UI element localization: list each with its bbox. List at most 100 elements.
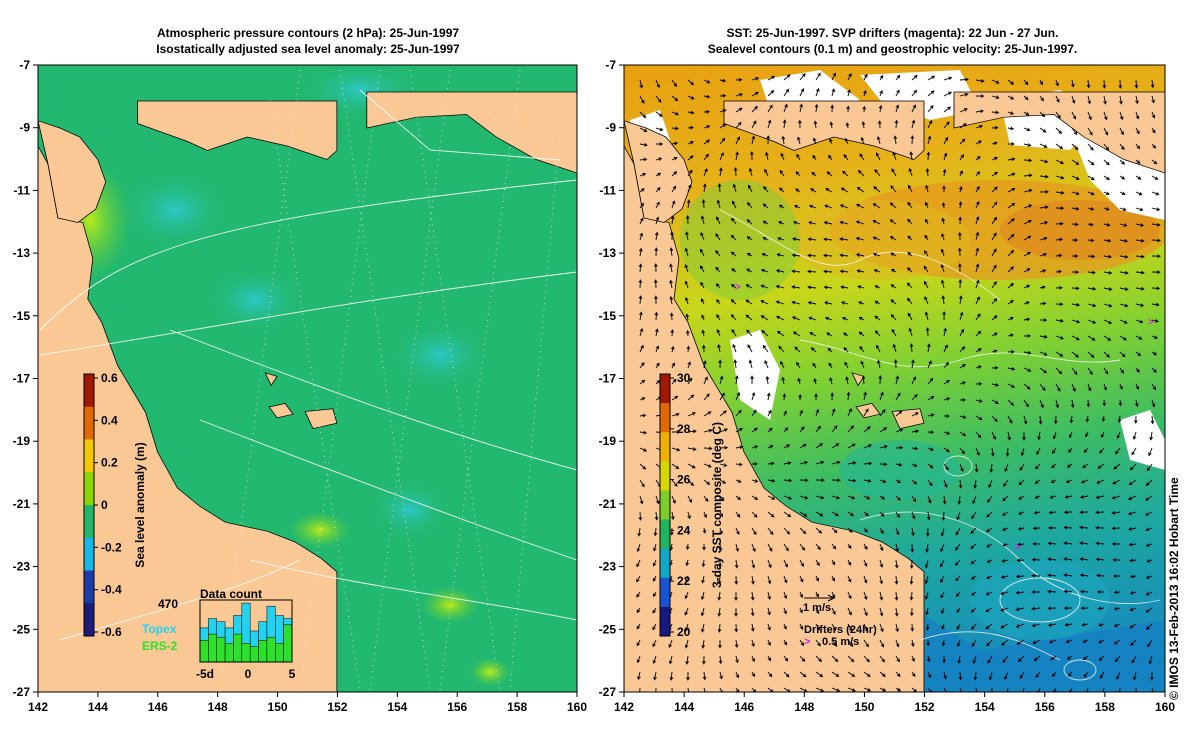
data-count-bar: [275, 643, 284, 663]
right-lat-tick: -7: [605, 58, 616, 72]
left-lon-tick: 156: [447, 700, 467, 714]
right-map: > > >: [624, 65, 1165, 692]
data-count-bar: [233, 633, 243, 663]
data-count-bar: [208, 633, 217, 663]
left-lat-tick: -23: [13, 560, 31, 574]
legend-topex: Topex: [142, 622, 177, 636]
right-title-line2: Sealevel contours (0.1 m) and geostrophi…: [707, 42, 1078, 56]
right-lon-tick: 148: [794, 700, 814, 714]
drifter-marker: >: [1015, 542, 1021, 553]
data-count-bar: [241, 643, 251, 663]
right-lon-tick: 144: [674, 700, 694, 714]
left-lon-tick: 154: [387, 700, 407, 714]
right-lon-tick: 156: [1035, 700, 1055, 714]
left-lat-tick: -15: [13, 309, 31, 323]
data-count-xtick: 0: [245, 667, 252, 681]
right-lon-tick: 154: [975, 700, 995, 714]
right-lat-tick: -23: [599, 560, 617, 574]
left-lon-tick: 142: [28, 700, 48, 714]
left-colorbar-swatch: [84, 570, 94, 604]
right-colorbar-swatch: [660, 432, 670, 462]
data-count-title: Data count: [200, 587, 262, 601]
data-count-bar: [224, 643, 234, 663]
left-lat-tick: -27: [13, 685, 31, 699]
left-lat-tick: -7: [19, 58, 30, 72]
left-colorbar-tick: 0.2: [101, 456, 118, 470]
left-colorbar-swatch: [84, 439, 94, 473]
drifter-legend-symbol: >: [804, 636, 810, 648]
left-lon-tick: 146: [148, 700, 168, 714]
right-lon-tick: 152: [915, 700, 935, 714]
data-count-max: 470: [158, 597, 178, 611]
left-colorbar-tick: 0.4: [101, 413, 118, 427]
right-colorbar-swatch: [660, 374, 670, 404]
right-colorbar-swatch: [660, 577, 670, 608]
left-lon-tick: 150: [268, 700, 288, 714]
left-colorbar-tick: -0.6: [101, 625, 122, 639]
right-lat-tick: -19: [599, 434, 617, 448]
velocity-legend: 1 m/s Drifters (24hr) > 0.5 m/s: [803, 594, 877, 648]
right-lat-tick: -17: [599, 372, 617, 386]
left-lon-tick: 148: [208, 700, 228, 714]
right-lat-tick: -21: [599, 497, 617, 511]
right-title-line1: SST: 25-Jun-1997. SVP drifters (magenta)…: [726, 26, 1059, 40]
right-lon-tick: 160: [1155, 700, 1175, 714]
left-lon-tick: 144: [88, 700, 108, 714]
data-count-xtick: 5: [289, 667, 296, 681]
right-lon-tick: 142: [614, 700, 634, 714]
left-colorbar-swatch: [84, 472, 94, 506]
left-lon-tick: 152: [327, 700, 347, 714]
right-colorbar-swatch: [660, 403, 670, 433]
right-colorbar-swatch: [660, 606, 670, 637]
velocity-scale-label: 1 m/s: [803, 602, 831, 614]
data-count-bar: [249, 646, 259, 663]
data-count-bar: [266, 636, 276, 663]
right-colorbar-tick: 30: [677, 371, 691, 385]
left-lat-tick: -9: [19, 121, 30, 135]
left-colorbar-tick: -0.4: [101, 583, 122, 597]
data-count-bar: [258, 640, 268, 663]
left-title-line1: Atmospheric pressure contours (2 hPa): 2…: [156, 26, 460, 40]
left-lat-tick: -17: [13, 372, 31, 386]
right-colorbar-label: 3-day SST composite (deg C): [710, 422, 724, 588]
right-lat-tick: -27: [599, 685, 617, 699]
left-colorbar-tick: 0.6: [101, 371, 118, 385]
right-colorbar-swatch: [660, 461, 670, 491]
left-colorbar: 0.6 0.4 0.2 0 -0.2 -0.4 -0.6 Sea level anomaly…: [83, 371, 147, 639]
left-map: [38, 65, 577, 692]
right-colorbar-swatch: [660, 548, 670, 579]
left-lat-tick: -19: [13, 434, 31, 448]
right-colorbar-swatch: [660, 490, 670, 521]
left-lat-tick: -21: [13, 497, 31, 511]
right-colorbar-tick: 28: [677, 422, 691, 436]
left-lon-tick: 158: [507, 700, 527, 714]
right-lat-tick: -11: [599, 183, 616, 197]
left-title-line2: Isostatically adjusted sea level anomaly…: [156, 42, 460, 56]
right-colorbar-tick: 20: [677, 625, 691, 639]
right-colorbar-tick: 26: [677, 473, 691, 487]
left-lat-tick: -13: [13, 246, 31, 260]
right-lat-tick: -15: [599, 309, 617, 323]
data-count-bar: [199, 640, 209, 663]
right-lat-tick: -25: [599, 622, 617, 636]
drifters-label: Drifters (24hr): [804, 624, 877, 636]
right-lat-tick: -13: [599, 246, 617, 260]
data-count-chart: Data count 470 Topex ERS-2 -5d 0 5: [142, 587, 296, 681]
right-lat-tick: -9: [605, 121, 616, 135]
right-colorbar-tick: 22: [677, 574, 691, 588]
left-lat-tick: -11: [13, 183, 30, 197]
left-colorbar-label: Sea level anomaly (m): [133, 442, 147, 567]
left-colorbar-tick: -0.2: [101, 540, 122, 554]
right-colorbar-swatch: [660, 519, 670, 550]
right-colorbar-tick: 24: [677, 523, 691, 537]
legend-ers2: ERS-2: [142, 639, 178, 653]
left-colorbar-swatch: [84, 406, 94, 440]
right-colorbar: 30 28 26 24 22 20 3-day SST composite (deg C): [659, 371, 724, 639]
data-count-xtick: -5d: [196, 667, 214, 681]
left-colorbar-swatch: [84, 537, 94, 571]
drifter-marker: >: [1148, 317, 1154, 328]
right-lon-tick: 150: [854, 700, 874, 714]
data-count-bar: [283, 624, 293, 663]
left-colorbar-tick: 0: [101, 498, 108, 512]
